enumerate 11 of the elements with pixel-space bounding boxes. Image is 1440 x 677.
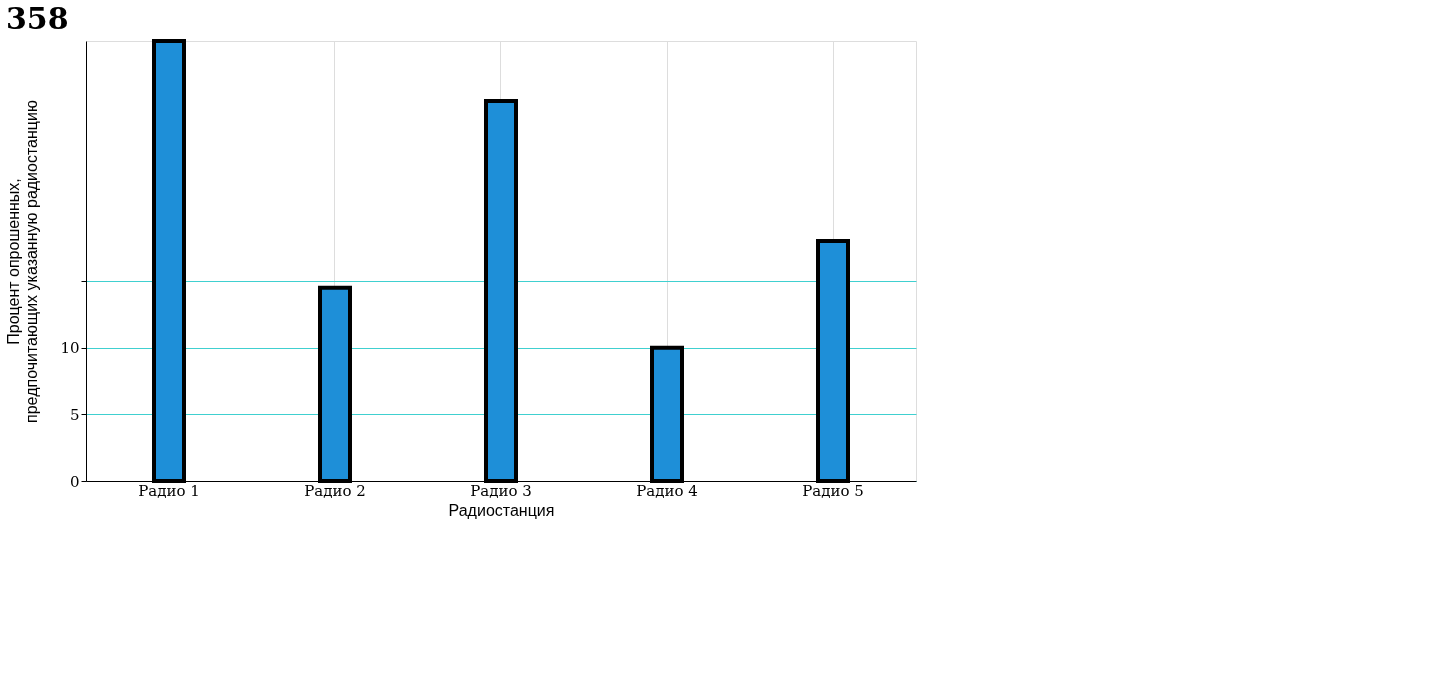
- x-axis-title: Радиостанция: [448, 501, 555, 519]
- y-axis-title: Процент опрошенных, предпочитающих указанную радиостанцию: [5, 100, 41, 423]
- x-tick-label: Радио 5: [802, 481, 864, 500]
- x-tick-label: Радио 1: [138, 481, 200, 500]
- y-tick-label: 0: [69, 472, 80, 491]
- chart-title: 358: [5, 1, 69, 36]
- x-tick-label: Радио 2: [304, 481, 366, 500]
- y-tick-label: 5: [69, 405, 80, 424]
- x-tick-label: Радио 3: [470, 481, 532, 500]
- y-tick-label: 10: [60, 339, 80, 358]
- x-tick-label: Радио 4: [636, 481, 698, 500]
